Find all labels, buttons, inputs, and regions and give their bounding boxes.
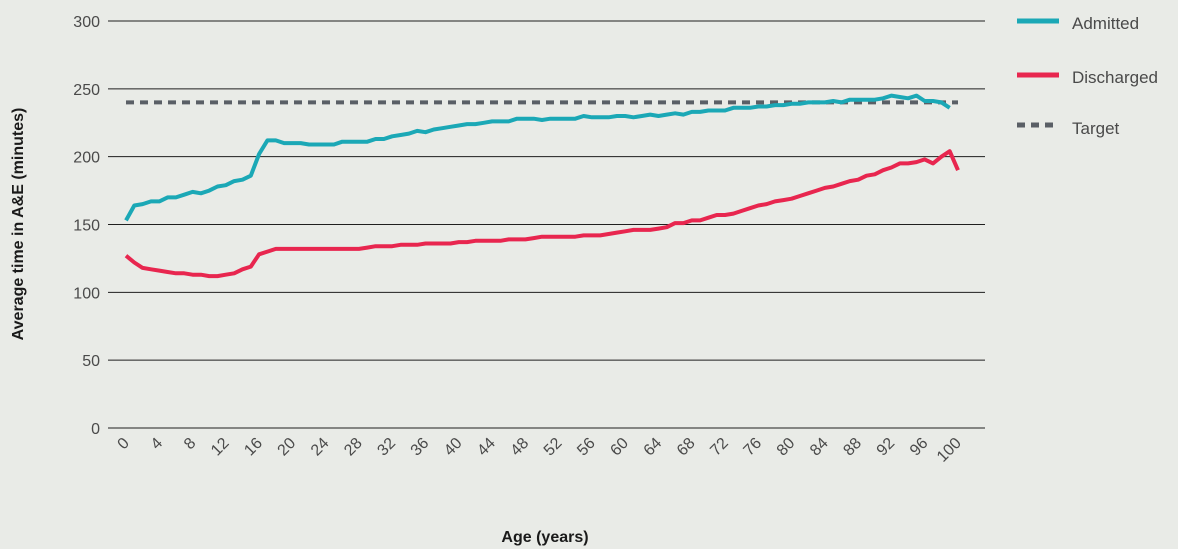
x-tick-label: 40 <box>441 435 466 460</box>
y-tick-label: 150 <box>73 218 100 235</box>
x-tick-label: 92 <box>874 435 899 460</box>
legend-label-target: Target <box>1072 119 1120 138</box>
x-tick-label: 84 <box>807 435 832 460</box>
y-tick-label: 0 <box>91 421 100 438</box>
x-tick-label: 48 <box>508 435 533 460</box>
x-tick-label: 56 <box>574 435 599 460</box>
y-tick-label: 100 <box>73 285 100 302</box>
x-tick-label: 20 <box>275 435 300 460</box>
series-lines <box>124 93 960 279</box>
x-tick-label: 12 <box>208 435 233 460</box>
x-tick-label: 44 <box>474 435 499 460</box>
x-tick-label: 16 <box>241 435 266 460</box>
legend-label-admitted: Admitted <box>1072 14 1139 33</box>
x-tick-label: 80 <box>774 435 799 460</box>
y-tick-label: 50 <box>82 353 100 370</box>
x-tick-label: 0 <box>115 435 133 453</box>
x-axis-ticks: 0 4 8 12 16 20 24 28 32 36 40 44 48 52 56 60 64 68 72 76 80 8… <box>115 435 965 466</box>
x-tick-label: 96 <box>907 435 932 460</box>
legend-item-discharged: Discharged <box>1017 68 1158 87</box>
y-tick-label: 200 <box>73 150 100 167</box>
x-tick-label: 100 <box>934 435 965 466</box>
x-tick-label: 8 <box>181 435 199 453</box>
x-axis-title: Age (years) <box>501 529 588 546</box>
x-tick-label: 32 <box>374 435 399 460</box>
x-tick-label: 52 <box>541 435 566 460</box>
y-axis-title: Average time in A&E (minutes) <box>10 108 27 341</box>
x-tick-label: 4 <box>148 435 166 453</box>
x-tick-label: 36 <box>408 435 433 460</box>
legend-item-target: Target <box>1017 119 1120 138</box>
series-line-discharged <box>124 149 960 279</box>
y-tick-label: 250 <box>73 82 100 99</box>
x-tick-label: 60 <box>607 435 632 460</box>
x-tick-label: 88 <box>840 435 865 460</box>
x-tick-label: 68 <box>674 435 699 460</box>
series-line-admitted <box>124 93 951 222</box>
x-tick-label: 76 <box>741 435 766 460</box>
y-axis-ticks: 0 50 100 150 200 250 300 <box>73 14 100 438</box>
x-tick-label: 28 <box>341 435 366 460</box>
x-tick-label: 64 <box>641 435 666 460</box>
legend-label-discharged: Discharged <box>1072 68 1158 87</box>
x-tick-label: 24 <box>308 435 333 460</box>
legend: Admitted Discharged Target <box>1017 14 1158 138</box>
gridlines <box>108 20 985 429</box>
legend-item-admitted: Admitted <box>1017 14 1139 33</box>
y-tick-label: 300 <box>73 14 100 31</box>
x-tick-label: 72 <box>707 435 732 460</box>
